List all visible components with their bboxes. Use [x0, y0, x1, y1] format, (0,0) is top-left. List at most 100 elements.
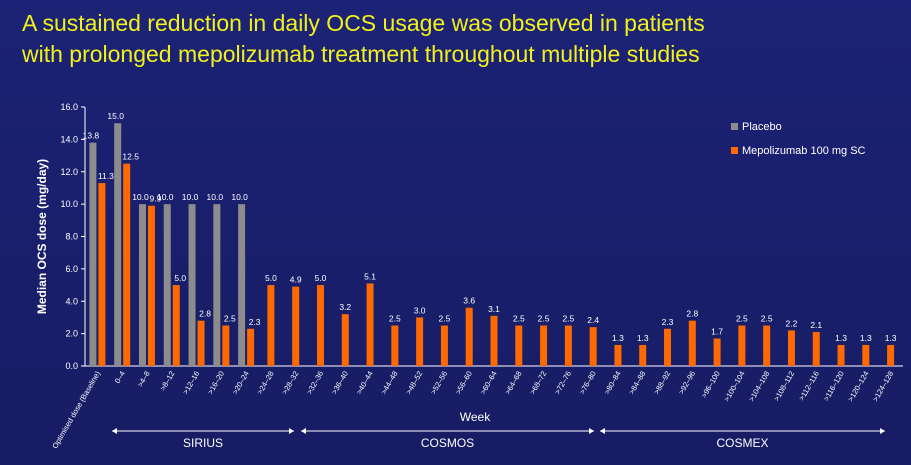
x-tick-label: >72–76 — [553, 370, 573, 396]
mepolizumab-bar — [98, 183, 106, 366]
x-tick-label: >48–52 — [404, 370, 424, 396]
mepolizumab-bar — [738, 325, 746, 366]
x-tick-label: >108–112 — [772, 370, 796, 403]
mepolizumab-bar — [222, 325, 230, 366]
x-tick-label: >120–124 — [846, 370, 871, 404]
mepolizumab-data-label: 5.0 — [265, 273, 277, 283]
placebo-bar — [89, 142, 97, 366]
x-tick-label: >28–32 — [280, 370, 300, 396]
mepolizumab-bar — [123, 163, 131, 366]
mepolizumab-bar — [614, 344, 622, 366]
mepolizumab-data-label: 2.3 — [249, 317, 261, 327]
y-axis-title: Median OCS dose (mg/day) — [35, 159, 49, 314]
x-tick-label: >116–120 — [821, 370, 845, 403]
mepolizumab-data-label: 4.9 — [290, 275, 302, 285]
placebo-data-label: 10.0 — [207, 192, 224, 202]
mepolizumab-data-label: 2.1 — [810, 320, 822, 330]
mepolizumab-data-label: 9.9 — [150, 194, 162, 204]
x-tick-label: >24–28 — [255, 370, 275, 396]
mepolizumab-data-label: 1.3 — [885, 333, 897, 343]
x-tick-label: >44–48 — [379, 370, 399, 396]
mepolizumab-bar — [589, 327, 597, 366]
mepolizumab-data-label: 2.3 — [662, 317, 674, 327]
study-range-arrow-right — [880, 428, 885, 434]
placebo-bar — [213, 204, 221, 366]
mepolizumab-data-label: 5.0 — [174, 273, 186, 283]
x-tick-label: 0–4 — [113, 370, 127, 385]
y-tick-label: 4.0 — [65, 296, 78, 306]
mepolizumab-bar — [887, 344, 895, 366]
legend-label-mepolizumab: Mepolizumab 100 mg SC — [742, 145, 866, 157]
mepolizumab-bar — [763, 325, 771, 366]
mepolizumab-data-label: 2.5 — [538, 314, 550, 324]
y-tick-label: 10.0 — [60, 199, 78, 209]
x-tick-label: >80–84 — [602, 370, 622, 396]
slide-title: A sustained reduction in daily OCS usage… — [22, 8, 902, 70]
placebo-data-label: 10.0 — [132, 192, 149, 202]
mepolizumab-bar — [688, 320, 696, 366]
title-line-2: with prolonged mepolizumab treatment thr… — [22, 41, 700, 67]
mepolizumab-data-label: 3.2 — [339, 302, 351, 312]
mepolizumab-data-label: 2.5 — [761, 314, 773, 324]
mepolizumab-data-label: 3.0 — [414, 305, 426, 315]
x-tick-label: >8–12 — [158, 370, 176, 393]
mepolizumab-bar — [787, 330, 795, 366]
x-tick-label: >88–92 — [652, 370, 672, 396]
mepolizumab-bar — [639, 344, 647, 366]
mepolizumab-data-label: 1.3 — [637, 333, 649, 343]
mepolizumab-data-label: 2.8 — [199, 309, 211, 319]
x-tick-label: >40–44 — [354, 370, 374, 396]
legend-swatch-placebo — [731, 123, 738, 130]
mepolizumab-bar — [812, 332, 820, 366]
y-tick-label: 12.0 — [60, 167, 78, 177]
legend-label-placebo: Placebo — [742, 121, 782, 133]
mepolizumab-bar — [515, 325, 523, 366]
study-label: COSMEX — [716, 436, 768, 450]
placebo-data-label: 10.0 — [231, 192, 248, 202]
y-tick-label: 6.0 — [65, 264, 78, 274]
mepolizumab-data-label: 2.8 — [686, 309, 698, 319]
placebo-bar — [188, 204, 196, 366]
mepolizumab-data-label: 11.3 — [98, 171, 114, 181]
x-tick-label: >96–100 — [699, 370, 722, 400]
y-tick-label: 16.0 — [60, 102, 78, 112]
mepolizumab-bar — [465, 307, 473, 366]
mepolizumab-data-label: 2.5 — [736, 314, 748, 324]
mepolizumab-data-label: 1.3 — [612, 333, 624, 343]
study-range-arrow-left — [112, 428, 117, 434]
x-tick-label: >20–24 — [230, 370, 250, 396]
mepolizumab-data-label: 2.5 — [562, 314, 574, 324]
x-tick-label: >104–108 — [747, 370, 772, 404]
x-tick-label: Optimised dose (Baseline) — [50, 369, 102, 450]
placebo-data-label: 15.0 — [107, 111, 124, 121]
y-tick-label: 0.0 — [65, 361, 78, 371]
x-tick-label: >60–64 — [478, 370, 498, 396]
mepolizumab-data-label: 2.5 — [389, 314, 401, 324]
x-tick-label: >32–36 — [305, 370, 325, 396]
mepolizumab-bar — [247, 328, 255, 366]
mepolizumab-bar — [197, 320, 205, 366]
mepolizumab-bar — [292, 286, 300, 366]
mepolizumab-bar — [664, 328, 672, 366]
placebo-data-label: 10.0 — [157, 192, 174, 202]
study-label: SIRIUS — [183, 436, 223, 450]
x-tick-label: >76–80 — [577, 370, 597, 396]
mepolizumab-bar — [564, 325, 572, 366]
mepolizumab-bar — [862, 344, 870, 366]
x-tick-label: >92–96 — [677, 370, 697, 396]
mepolizumab-bar — [490, 315, 498, 366]
mepolizumab-bar — [837, 344, 845, 366]
mepolizumab-data-label: 2.5 — [439, 314, 451, 324]
mepolizumab-bar — [391, 325, 399, 366]
x-tick-label: >36–40 — [330, 370, 350, 396]
x-tick-label: >100–104 — [722, 370, 747, 404]
placebo-data-label: 10.0 — [182, 192, 199, 202]
mepolizumab-data-label: 2.4 — [587, 315, 599, 325]
mepolizumab-bar — [147, 205, 155, 366]
x-tick-label: >16–20 — [206, 370, 226, 396]
study-range-arrow-right — [289, 428, 294, 434]
mepolizumab-data-label: 1.7 — [711, 326, 723, 336]
x-tick-label: >64–68 — [503, 370, 523, 396]
mepolizumab-bar — [540, 325, 548, 366]
